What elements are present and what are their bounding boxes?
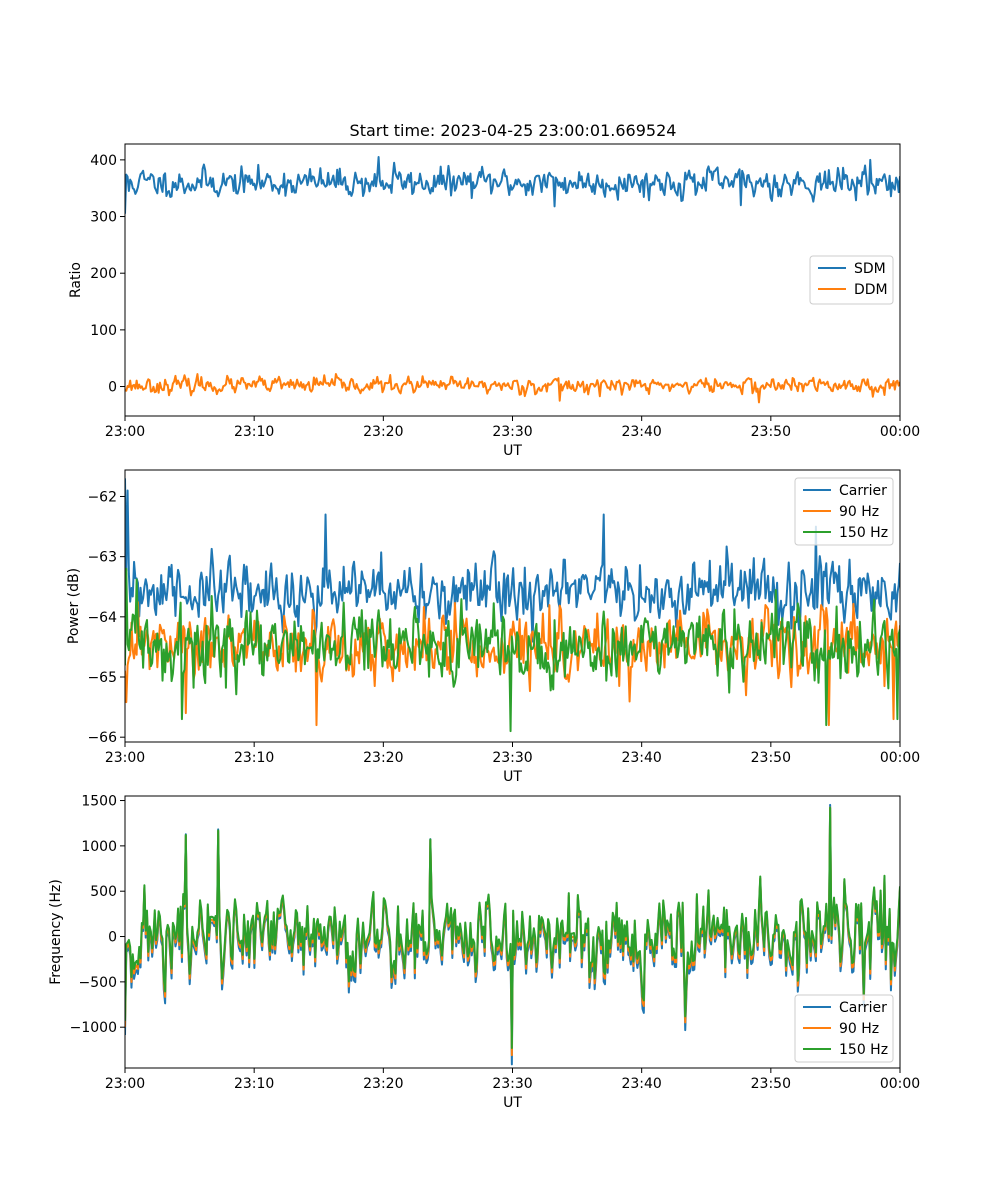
plot-area-2 xyxy=(125,478,900,733)
x-tick-label: 23:10 xyxy=(234,424,274,440)
y-axis-label: Ratio xyxy=(68,262,84,298)
x-tick-label: 00:00 xyxy=(880,750,920,766)
chart-panel-2: 23:00 23:10 23:20 23:30 23:40 23:50 00:00 −66 −6… xyxy=(66,469,920,785)
series-line-ddm xyxy=(125,372,900,404)
x-tick-label: 23:10 xyxy=(234,750,274,766)
legend-entry: 90 Hz xyxy=(839,504,879,520)
x-tick-label: 23:20 xyxy=(363,750,403,766)
y-tick-label: 0 xyxy=(108,380,117,396)
legend: SDM DDM xyxy=(809,255,894,305)
series-line-90-hz xyxy=(125,601,900,727)
legend-entry: DDM xyxy=(854,282,888,298)
y-tick-label: −1000 xyxy=(70,1020,117,1036)
legend-box xyxy=(794,994,894,1063)
series-line-150-hz xyxy=(125,567,900,733)
legend-entry: 150 Hz xyxy=(839,525,888,541)
y-tick-label: 100 xyxy=(90,323,117,339)
legend-entry: Carrier xyxy=(839,1000,887,1016)
y-tick-label: 300 xyxy=(90,210,117,226)
x-axis-label: UT xyxy=(503,769,522,785)
x-tick-label: 23:10 xyxy=(234,1076,274,1092)
x-tick-label: 23:40 xyxy=(621,424,661,440)
x-tick-label: 23:30 xyxy=(492,424,532,440)
x-tick-label: 23:50 xyxy=(751,1076,791,1092)
x-tick-label: 00:00 xyxy=(880,1076,920,1092)
y-tick-label: 1000 xyxy=(81,839,117,855)
series-line-150-hz xyxy=(125,806,900,1050)
y-axis-label: Power (dB) xyxy=(66,568,82,644)
chart-panel-3: 23:00 23:10 23:20 23:30 23:40 23:50 00:00 −1000… xyxy=(48,794,920,1111)
x-tick-label: 23:20 xyxy=(363,1076,403,1092)
legend-entry: 90 Hz xyxy=(839,1021,879,1037)
chart-panel-1: 23:00 23:10 23:20 23:30 23:40 23:50 00:00 0 100 2… xyxy=(68,143,920,459)
plot-area-3 xyxy=(125,803,900,1066)
y-tick-label: 500 xyxy=(90,884,117,900)
x-tick-label: 23:20 xyxy=(363,424,403,440)
y-tick-label: 400 xyxy=(90,153,117,169)
x-tick-label: 23:50 xyxy=(751,424,791,440)
x-tick-label: 23:30 xyxy=(492,1076,532,1092)
charts-container: 23:00 23:10 23:20 23:30 23:40 23:50 00:00 0 100 2… xyxy=(48,143,920,1111)
y-tick-label: 1500 xyxy=(81,794,117,810)
legend: Carrier 90 Hz 150 Hz xyxy=(794,994,894,1063)
x-tick-label: 23:50 xyxy=(751,750,791,766)
x-tick-label: 23:00 xyxy=(105,750,145,766)
figure-title: Start time: 2023-04-25 23:00:01.669524 xyxy=(350,121,677,140)
y-tick-label: 0 xyxy=(108,930,117,946)
legend-entry: SDM xyxy=(854,261,886,277)
y-tick-label: −62 xyxy=(87,489,117,505)
x-axis-label: UT xyxy=(503,1095,522,1111)
legend-entry: Carrier xyxy=(839,483,887,499)
y-axis-label: Frequency (Hz) xyxy=(48,879,64,985)
y-tick-label: −500 xyxy=(79,975,117,991)
x-tick-label: 23:00 xyxy=(105,424,145,440)
x-tick-label: 23:30 xyxy=(492,750,532,766)
x-tick-label: 23:40 xyxy=(621,750,661,766)
y-tick-label: 200 xyxy=(90,266,117,282)
series-line-carrier xyxy=(125,478,900,643)
x-tick-label: 00:00 xyxy=(880,424,920,440)
legend-box xyxy=(794,477,894,546)
plot-area-1 xyxy=(125,156,900,404)
x-axis-label: UT xyxy=(503,443,522,459)
x-tick-label: 23:00 xyxy=(105,1076,145,1092)
y-tick-label: −64 xyxy=(87,610,117,626)
series-line-sdm xyxy=(125,156,900,214)
y-tick-label: −66 xyxy=(87,730,117,746)
y-tick-label: −65 xyxy=(87,670,117,686)
y-tick-label: −63 xyxy=(87,550,117,566)
legend: Carrier 90 Hz 150 Hz xyxy=(794,477,894,546)
legend-entry: 150 Hz xyxy=(839,1042,888,1058)
x-tick-label: 23:40 xyxy=(621,1076,661,1092)
